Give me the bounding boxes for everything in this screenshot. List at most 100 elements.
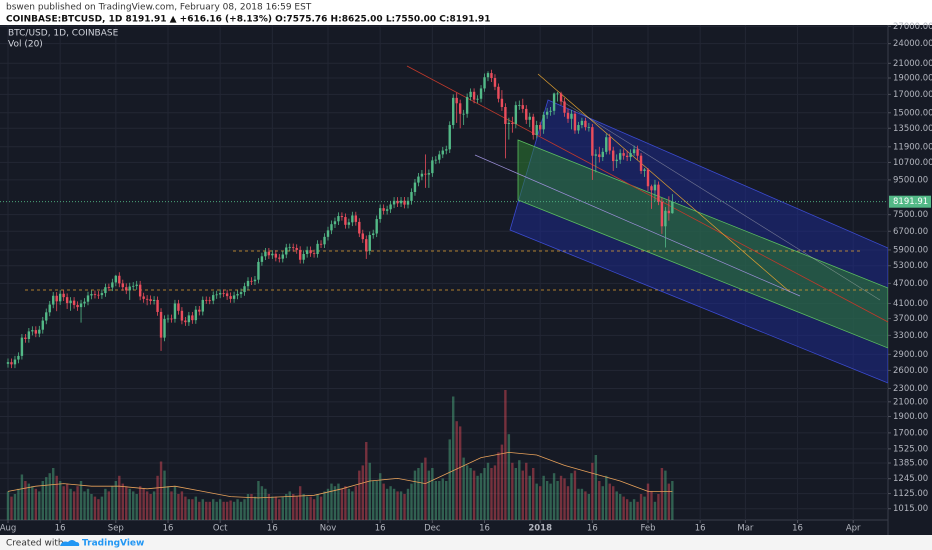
volume-bar bbox=[208, 501, 211, 520]
volume-bar bbox=[65, 483, 69, 520]
volume-bar bbox=[389, 486, 392, 520]
candle-body bbox=[542, 114, 545, 130]
y-tick-label: 4100.00 bbox=[893, 299, 928, 309]
candle-body bbox=[285, 247, 288, 255]
candle-body bbox=[145, 298, 149, 300]
candle-body bbox=[149, 299, 152, 301]
candle-body bbox=[653, 184, 657, 191]
candle-body bbox=[664, 210, 667, 227]
volume-bar bbox=[274, 496, 278, 520]
volume-bar bbox=[410, 483, 413, 520]
candle-body bbox=[552, 93, 556, 111]
candle-body bbox=[438, 154, 441, 160]
candle-body bbox=[472, 91, 476, 100]
volume-bar bbox=[107, 491, 111, 520]
y-tick-label: 2100.00 bbox=[893, 397, 928, 407]
footer-brand: TradingView bbox=[82, 539, 144, 549]
volume-bar bbox=[664, 470, 667, 520]
candle-body bbox=[392, 200, 396, 205]
y-tick-label: 1015.00 bbox=[893, 504, 928, 514]
candle-body bbox=[660, 201, 664, 227]
volume-bar bbox=[191, 499, 194, 520]
y-tick-label: 17000.00 bbox=[893, 90, 932, 100]
candle-body bbox=[598, 154, 601, 158]
volume-bar bbox=[83, 491, 86, 520]
candle-body bbox=[309, 250, 312, 254]
candle-body bbox=[180, 310, 184, 321]
volume-bar bbox=[114, 481, 118, 520]
volume-bar bbox=[566, 486, 570, 520]
y-tick-label: 10700.00 bbox=[893, 158, 932, 168]
volume-bar bbox=[298, 486, 302, 520]
candle-body bbox=[455, 97, 458, 104]
candle-body bbox=[212, 295, 215, 301]
volume-bar bbox=[486, 462, 490, 520]
y-tick-label: 1700.00 bbox=[893, 428, 928, 438]
candle-body bbox=[52, 295, 55, 305]
candle-body bbox=[518, 105, 521, 106]
candle-body bbox=[615, 159, 618, 162]
candle-body bbox=[657, 184, 660, 202]
candle-body bbox=[612, 150, 615, 162]
volume-bar bbox=[612, 486, 615, 520]
candle-body bbox=[340, 216, 344, 218]
candle-body bbox=[667, 210, 671, 214]
x-tick-label: 16 bbox=[587, 524, 598, 534]
candle-body bbox=[605, 137, 608, 152]
volume-bar bbox=[239, 501, 243, 520]
volume-bar bbox=[236, 499, 239, 520]
volume-bar bbox=[514, 468, 518, 520]
volume-ma bbox=[7, 451, 673, 499]
symbol-line: COINBASE:BTCUSD, 1D 8191.91 ▲ +616.16 (+… bbox=[6, 15, 490, 25]
volume-bar bbox=[615, 491, 618, 520]
volume-bar bbox=[354, 486, 358, 520]
y-tick-label: 7500.00 bbox=[893, 210, 928, 220]
candle-body bbox=[187, 315, 191, 323]
candle-body bbox=[639, 155, 643, 171]
volume-bar bbox=[41, 481, 44, 520]
volume-bar bbox=[511, 462, 514, 520]
candle-body bbox=[257, 261, 260, 280]
candle-body bbox=[375, 219, 378, 234]
volume-bar bbox=[650, 491, 653, 520]
volume-bar bbox=[375, 481, 378, 520]
volume-bar bbox=[309, 496, 312, 520]
candle-body bbox=[490, 73, 493, 79]
volume-bar bbox=[424, 457, 427, 520]
candle-body bbox=[511, 122, 514, 124]
volume-bar bbox=[594, 455, 598, 520]
volume-bar bbox=[490, 468, 493, 520]
volume-bar bbox=[163, 470, 166, 520]
volume-bar bbox=[330, 483, 333, 520]
volume-bar bbox=[76, 486, 79, 520]
volume-bar bbox=[483, 468, 486, 520]
candle-body bbox=[358, 221, 361, 234]
x-tick-label: Feb bbox=[640, 524, 655, 534]
candle-body bbox=[267, 251, 271, 256]
volume-bar bbox=[500, 444, 504, 520]
volume-bar bbox=[625, 499, 629, 520]
volume-bar bbox=[90, 494, 93, 520]
volume-bar bbox=[476, 475, 479, 520]
candle-body bbox=[239, 292, 243, 295]
volume-bar bbox=[365, 442, 368, 520]
published-line: bswen published on TradingView.com, Febr… bbox=[6, 3, 312, 13]
volume-bar bbox=[13, 494, 17, 520]
candle-body bbox=[97, 294, 100, 296]
volume-bar bbox=[622, 496, 625, 520]
candle-body bbox=[93, 294, 97, 295]
volume-bar bbox=[462, 457, 465, 520]
volume-bar bbox=[584, 491, 587, 520]
candle-body bbox=[556, 93, 559, 95]
candle-body bbox=[107, 287, 111, 288]
candle-body bbox=[420, 173, 424, 177]
volume-bar bbox=[573, 470, 577, 520]
y-tick-label: 1125.00 bbox=[893, 489, 928, 499]
candle-body bbox=[292, 247, 295, 249]
candle-body bbox=[295, 247, 298, 250]
volume-bar bbox=[368, 462, 371, 520]
candle-body bbox=[125, 287, 128, 291]
volume-bar bbox=[577, 488, 580, 520]
candle-body bbox=[532, 116, 535, 135]
volume-bar bbox=[149, 494, 152, 520]
